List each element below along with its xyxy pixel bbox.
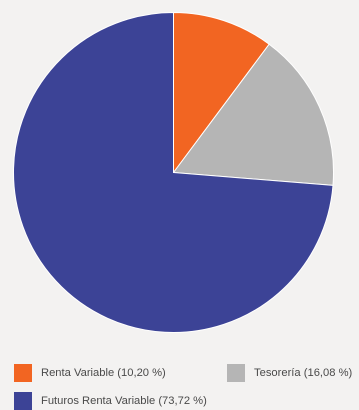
legend-item-tesoreria: Tesorería (16,08 %) [227,364,352,382]
legend-label-renta-variable: Renta Variable (10,20 %) [41,367,166,379]
legend-swatch-futuros-renta-variable [14,392,32,410]
legend-swatch-renta-variable [14,364,32,382]
legend-label-futuros-renta-variable: Futuros Renta Variable (73,72 %) [41,395,207,407]
pie-slice-tesorer-a [172,43,334,186]
chart-legend: Renta Variable (10,20 %) Tesorería (16,0… [0,360,359,410]
legend-item-renta-variable: Renta Variable (10,20 %) [14,364,166,382]
pie-plot-area [13,11,334,333]
legend-item-futuros-renta-variable: Futuros Renta Variable (73,72 %) [14,392,207,410]
legend-swatch-tesoreria [227,364,245,382]
pie-slice-renta-variable [173,11,270,175]
legend-label-tesoreria: Tesorería (16,08 %) [254,367,353,379]
pie-slice-futuros-renta-variable [13,11,334,333]
